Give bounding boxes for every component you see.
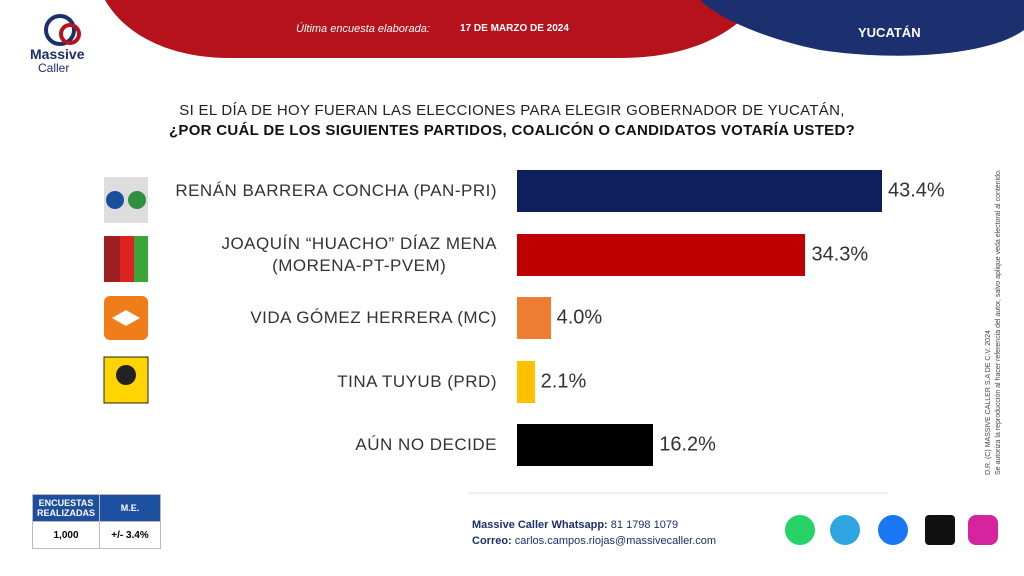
value-label: 16.2% [659,433,716,456]
label: Correo: [472,535,512,547]
category-label: VIDA GÓMEZ HERRERA (MC) [250,308,497,327]
chart-subtitle: ¿POR CUÁL DE LOS SIGUIENTES PARTIDOS, CO… [168,122,856,139]
brand: Caller [38,61,70,75]
category-label: RENÁN BARRERA CONCHA (PAN-PRI) [175,181,497,200]
phone: 81 1798 1079 [610,519,679,531]
brand: Massive [30,46,85,62]
category-label: TINA TUYUB (PRD) [337,371,497,391]
value-label: 4.0% [556,306,603,329]
category-label: AÚN NO DECIDE [355,435,497,454]
value-label: 43.4% [887,179,945,202]
header-blue [700,0,1024,56]
table-cell: 1,000 [32,521,100,549]
bar [517,297,551,339]
bar [517,170,882,212]
value-label: 34.3% [811,243,869,265]
table-header: M.E. [99,494,161,522]
bar [517,424,654,466]
table: ENCUESTAS REALIZADAS M.E. 1,000 +/- 3.4% [32,494,161,549]
label: Massive Caller Whatsapp: [472,519,608,531]
social-icons [785,515,998,545]
logo [44,14,81,46]
email: carlos.campos.riojas@massivecaller.com [514,535,717,547]
table-header: ENCUESTAS REALIZADAS [32,494,100,522]
category-label: JOAQUÍN “HUACHO” DÍAZ MENA (MORENA-PT-PV… [221,233,497,275]
table-cell: +/- 3.4% [99,521,161,549]
region: YUCATÁN [858,25,921,40]
value-label: 2.1% [540,370,587,392]
survey-date: 17 DE MARZO DE 2024 [460,23,569,34]
bar [517,360,535,403]
survey-label: Última encuesta elaborada: [296,23,430,35]
party-logos [103,177,149,404]
sample-table: ENCUESTAS REALIZADAS M.E. 1,000 +/- 3.4% [32,494,161,549]
header-red [105,0,760,58]
side-note: Se autoriza la reproducción al hacer ref… [995,169,1002,475]
bar [517,233,806,276]
contact-line: Correo: carlos.campos.riojas@massivecall… [472,535,716,547]
chart-title: SI EL DÍA DE HOY FUERAN LAS ELECCIONES P… [179,102,845,119]
contact-line: Massive Caller Whatsapp: 81 1798 1079 [472,519,678,531]
side-note: D.R. (C) MASSIVE CALLER S.A DE C.V. 2024 [985,330,992,475]
